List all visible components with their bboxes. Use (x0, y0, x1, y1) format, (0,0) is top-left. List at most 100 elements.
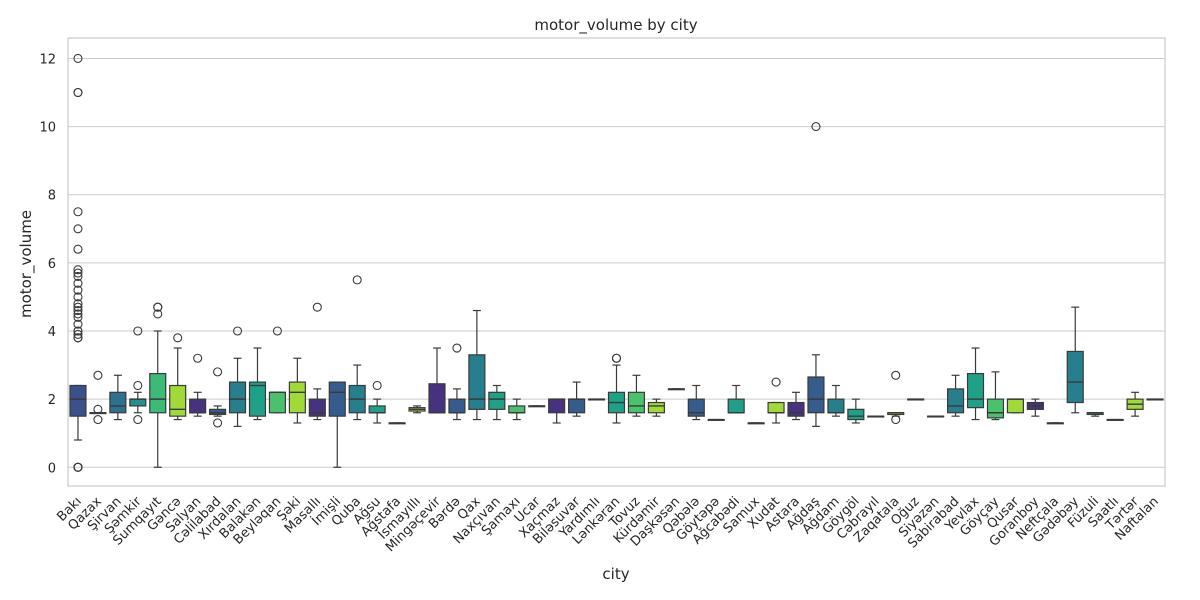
box-14 (328, 381, 346, 468)
box-38 (807, 122, 825, 427)
box-13 (308, 302, 326, 421)
outlier-point (452, 343, 462, 353)
outlier-point (213, 418, 223, 428)
box-body (1066, 350, 1084, 404)
y-tick-label: 8 (48, 189, 56, 204)
outlier-point (73, 462, 83, 472)
y-tick-label: 10 (39, 121, 56, 136)
outlier-point (153, 302, 163, 312)
box-body (189, 398, 207, 414)
y-tick-labels: 0 2 4 6 8 10 12 (39, 52, 56, 476)
outlier-point (73, 329, 83, 339)
box-body (209, 408, 227, 416)
box-body (228, 381, 247, 414)
box-body (428, 383, 446, 414)
box-body (248, 381, 267, 417)
box-48 (1006, 398, 1024, 414)
box-body (807, 376, 825, 414)
outlier-point (73, 87, 83, 98)
y-tick-label: 4 (48, 325, 56, 340)
box-body (986, 398, 1005, 419)
box-body (966, 372, 985, 409)
box-body (288, 381, 306, 414)
box-5 (149, 302, 167, 468)
outlier-point (272, 326, 282, 336)
outlier-point (73, 271, 83, 282)
box-21 (468, 309, 486, 421)
box-body (149, 372, 167, 414)
box-11 (268, 326, 287, 414)
box-29 (627, 374, 646, 417)
box-43 (907, 398, 925, 401)
box-body (1006, 398, 1024, 414)
box-4 (129, 326, 147, 425)
box-40 (847, 398, 865, 424)
box-47 (986, 371, 1005, 421)
outlier-point (213, 367, 223, 377)
box-36 (767, 377, 785, 424)
box-body (946, 388, 965, 414)
box-2 (89, 370, 107, 425)
y-tick-label: 0 (48, 461, 56, 476)
outlier-point (173, 333, 183, 343)
box-body (308, 398, 326, 417)
box-46 (966, 347, 985, 421)
outlier-point (73, 333, 83, 343)
outlier-point (133, 380, 143, 391)
box-26 (568, 381, 586, 417)
box-body (328, 381, 346, 417)
box-39 (827, 384, 845, 417)
box-body (169, 384, 187, 417)
box-50 (1046, 422, 1064, 425)
outlier-point (93, 404, 103, 414)
box-20 (448, 343, 466, 421)
outlier-point (73, 326, 83, 336)
box-12 (288, 357, 306, 424)
box-body (468, 354, 486, 410)
outlier-point (73, 299, 83, 309)
outlier-point (73, 302, 83, 312)
x-tick-labels: BakıQazaxŞirvanŞəmkirSumqayıtGəncəSalyan… (54, 494, 1161, 556)
box-18 (408, 405, 426, 414)
outlier-point (372, 380, 382, 391)
outlier-point (73, 207, 83, 217)
box-body (787, 401, 805, 417)
box-body (767, 401, 785, 414)
outlier-point (73, 312, 83, 322)
box-24 (528, 405, 546, 408)
boxes-layer (69, 53, 1164, 472)
box-35 (747, 422, 765, 425)
outlier-point (133, 326, 143, 336)
plot-frame (67, 37, 1166, 487)
box-6 (169, 333, 187, 421)
outlier-point (73, 265, 83, 275)
box-37 (787, 391, 805, 421)
box-45 (946, 374, 965, 417)
outlier-point (352, 275, 362, 285)
outlier-point (73, 292, 83, 302)
box-44 (927, 415, 945, 418)
box-53 (1106, 418, 1124, 421)
y-axis-label: motor_volume (17, 210, 36, 318)
box-body (368, 405, 386, 414)
outlier-point (73, 285, 83, 295)
box-49 (1026, 398, 1044, 417)
box-body (687, 398, 705, 417)
outlier-point (73, 309, 83, 319)
y-tick-label: 2 (48, 393, 56, 408)
box-body (647, 401, 665, 414)
box-15 (348, 275, 366, 421)
box-52 (1086, 412, 1104, 417)
box-19 (428, 347, 446, 414)
box-10 (248, 347, 267, 421)
outlier-point (73, 305, 83, 316)
box-55 (1146, 398, 1164, 401)
outlier-point (891, 370, 901, 380)
box-body (827, 398, 845, 414)
box-body (109, 391, 127, 414)
box-body (69, 384, 87, 417)
outlier-point (93, 370, 103, 380)
outlier-point (93, 415, 103, 425)
box-body (847, 408, 865, 421)
